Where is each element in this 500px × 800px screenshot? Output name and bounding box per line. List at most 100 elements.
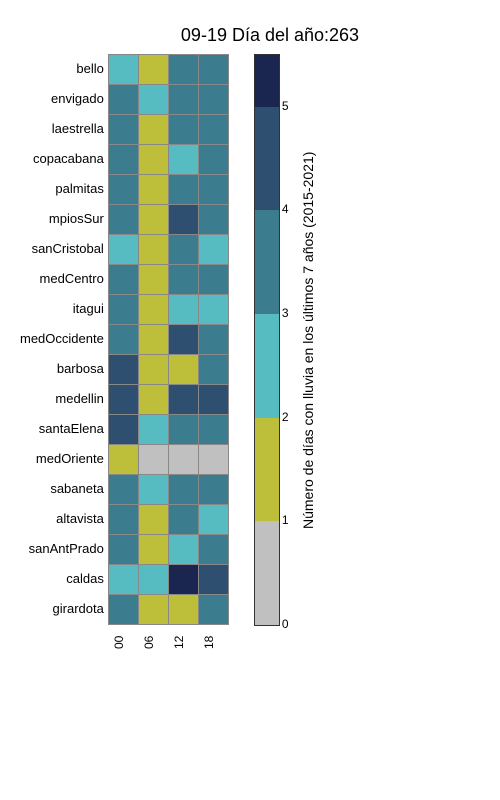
colorbar-tick-label: 2 (282, 410, 289, 424)
heatmap-cell (139, 415, 169, 445)
colorbar-tick-label: 5 (282, 99, 289, 113)
x-tick-label: 06 (142, 630, 172, 654)
y-tick-label: sanAntPrado (29, 534, 104, 564)
heatmap-cell (169, 205, 199, 235)
heatmap-cell (169, 565, 199, 595)
y-tick-label: sanCristobal (32, 234, 104, 264)
colorbar-segment (255, 521, 279, 625)
heatmap-cell (109, 175, 139, 205)
heatmap-cell (109, 445, 139, 475)
heatmap-cell (139, 235, 169, 265)
heatmap-cell (139, 145, 169, 175)
heatmap-cell (199, 325, 229, 355)
heatmap-cell (169, 85, 199, 115)
heatmap-cell (199, 55, 229, 85)
x-axis-wrap: 00061218 (20, 626, 480, 654)
y-tick-label: altavista (56, 504, 104, 534)
heatmap-cell (199, 85, 229, 115)
heatmap-cell (109, 115, 139, 145)
y-tick-label: medOriente (36, 444, 104, 474)
heatmap-cell (169, 295, 199, 325)
heatmap-cell (109, 535, 139, 565)
x-tick-label: 12 (172, 630, 202, 654)
y-tick-label: copacabana (33, 144, 104, 174)
y-tick-label: bello (76, 54, 103, 84)
heatmap-cell (169, 595, 199, 625)
y-tick-label: envigado (51, 84, 104, 114)
heatmap-cell (199, 445, 229, 475)
heatmap-cell (139, 595, 169, 625)
heatmap-cell (109, 595, 139, 625)
heatmap-cell (109, 505, 139, 535)
colorbar-segment (255, 314, 279, 418)
x-tick-label: 18 (202, 630, 232, 654)
colorbar-title: Número de días con lluvia en los últimos… (300, 54, 318, 626)
heatmap-cell (169, 475, 199, 505)
heatmap-cell (199, 355, 229, 385)
heatmap-cell (109, 145, 139, 175)
heatmap-cell (199, 295, 229, 325)
heatmap-cell (169, 355, 199, 385)
heatmap-cell (139, 475, 169, 505)
heatmap-cell (199, 595, 229, 625)
heatmap-cell (169, 445, 199, 475)
heatmap-cell (199, 235, 229, 265)
heatmap-cell (139, 265, 169, 295)
heatmap-cell (169, 115, 199, 145)
heatmap-cell (169, 235, 199, 265)
heatmap-cell (169, 385, 199, 415)
heatmap-cell (199, 205, 229, 235)
heatmap-cell (169, 415, 199, 445)
colorbar-segment (255, 210, 279, 314)
heatmap-cell (139, 325, 169, 355)
heatmap-cell (139, 385, 169, 415)
colorbar-container: 012345 Número de días con lluvia en los … (254, 54, 318, 626)
heatmap-cell (109, 265, 139, 295)
heatmap-cell (199, 475, 229, 505)
heatmap-cell (199, 385, 229, 415)
heatmap-cell (199, 115, 229, 145)
heatmap-cell (169, 145, 199, 175)
colorbar-tick-label: 3 (282, 306, 289, 320)
heatmap-cell (139, 175, 169, 205)
x-tick-label: 00 (112, 630, 142, 654)
heatmap-cell (109, 415, 139, 445)
y-tick-label: medellin (55, 384, 103, 414)
y-tick-label: caldas (66, 564, 104, 594)
heatmap-cell (109, 295, 139, 325)
chart-title: 09-19 Día del año:263 (60, 25, 480, 46)
y-tick-label: palmitas (55, 174, 103, 204)
colorbar (254, 54, 280, 626)
y-axis-labels: belloenvigadolaestrellacopacabanapalmita… (20, 54, 108, 624)
heatmap-cell (139, 205, 169, 235)
colorbar-ticks: 012345 (280, 54, 300, 624)
heatmap-cell (109, 325, 139, 355)
heatmap-cell (169, 325, 199, 355)
heatmap-cell (139, 535, 169, 565)
heatmap-cell (109, 235, 139, 265)
heatmap-cell (139, 355, 169, 385)
colorbar-segment (255, 107, 279, 211)
heatmap-cell (199, 565, 229, 595)
heatmap-cell (139, 115, 169, 145)
y-tick-label: barbosa (57, 354, 104, 384)
y-tick-label: girardota (53, 594, 104, 624)
heatmap-cell (139, 295, 169, 325)
heatmap-cell (139, 55, 169, 85)
heatmap-cell (199, 535, 229, 565)
heatmap-cell (109, 55, 139, 85)
heatmap-cell (169, 175, 199, 205)
heatmap-cell (169, 55, 199, 85)
plot-area: belloenvigadolaestrellacopacabanapalmita… (20, 54, 480, 626)
heatmap-cell (109, 475, 139, 505)
colorbar-tick-label: 4 (282, 202, 289, 216)
heatmap-cell (199, 505, 229, 535)
heatmap-grid (108, 54, 229, 625)
heatmap-cell (199, 415, 229, 445)
colorbar-segment (255, 55, 279, 107)
x-axis-labels: 00061218 (112, 626, 232, 654)
heatmap-cell (109, 565, 139, 595)
heatmap-cell (139, 505, 169, 535)
heatmap-cell (139, 445, 169, 475)
colorbar-tick-label: 1 (282, 513, 289, 527)
